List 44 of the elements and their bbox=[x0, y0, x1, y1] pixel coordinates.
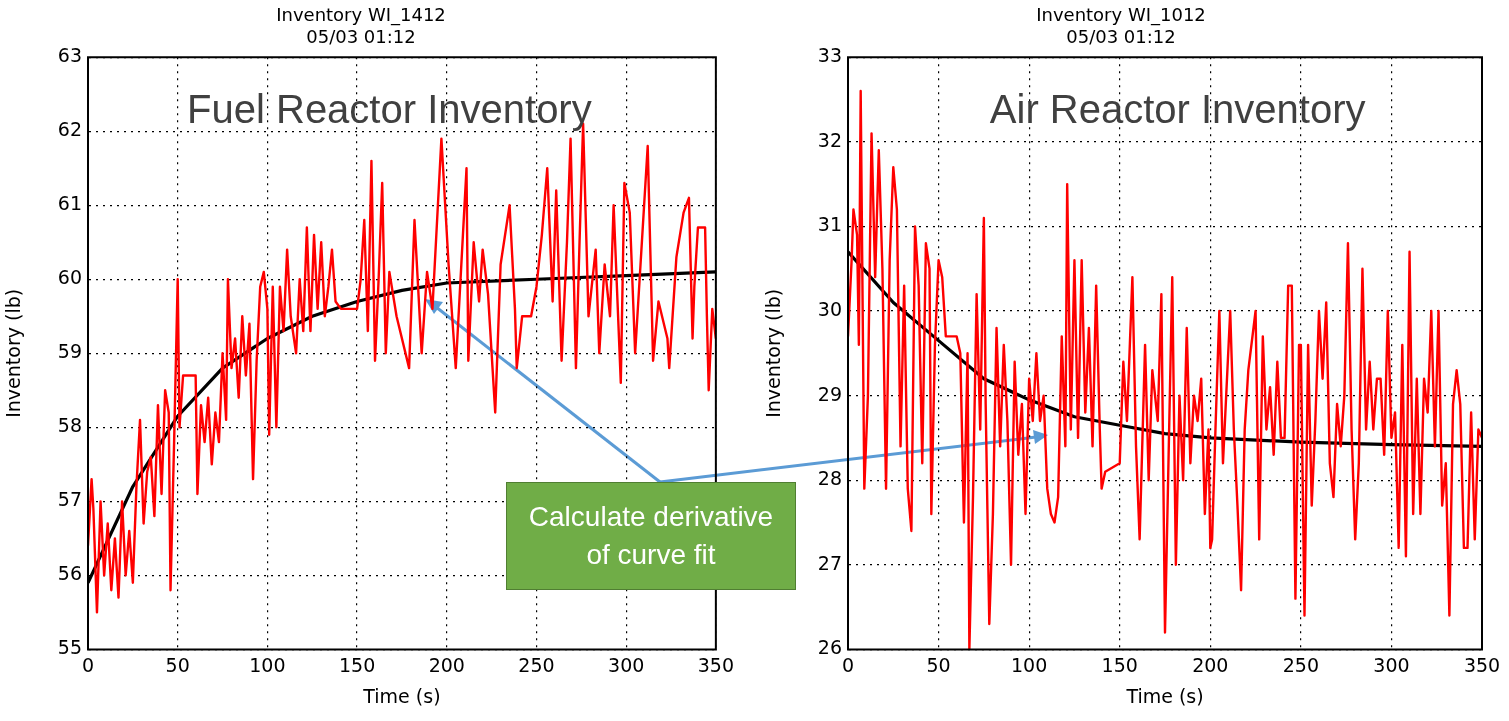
chart-subtitle: 05/03 01:12 bbox=[1066, 26, 1176, 48]
y-tick-label: 28 bbox=[817, 467, 842, 490]
y-axis-title: Inventory (lb) bbox=[2, 288, 25, 418]
y-axis-title: Inventory (lb) bbox=[762, 288, 785, 418]
annotation: Air Reactor Inventory bbox=[989, 87, 1366, 132]
chart-title: Inventory WI_1012 bbox=[1036, 4, 1206, 27]
y-tick-label: 33 bbox=[817, 44, 842, 67]
x-tick-label: 50 bbox=[926, 653, 951, 676]
y-tick-label: 26 bbox=[817, 636, 842, 659]
y-tick-label: 56 bbox=[57, 562, 82, 585]
y-tick-label: 32 bbox=[817, 128, 842, 151]
chart-title: Inventory WI_1412 bbox=[276, 4, 446, 27]
x-axis-title: Time (s) bbox=[362, 684, 441, 707]
y-tick-label: 62 bbox=[57, 118, 82, 141]
x-tick-label: 300 bbox=[1373, 653, 1410, 676]
y-tick-label: 30 bbox=[817, 297, 842, 320]
x-tick-label: 50 bbox=[165, 653, 190, 676]
x-tick-label: 250 bbox=[518, 653, 555, 676]
y-tick-label: 60 bbox=[57, 266, 82, 289]
y-tick-label: 63 bbox=[57, 44, 82, 67]
y-tick-label: 61 bbox=[57, 192, 82, 215]
x-tick-label: 100 bbox=[249, 653, 286, 676]
annotation: Fuel Reactor Inventory bbox=[187, 87, 592, 132]
x-tick-label: 200 bbox=[1192, 653, 1229, 676]
x-axis-title: Time (s) bbox=[1125, 684, 1204, 707]
x-tick-label: 150 bbox=[1101, 653, 1138, 676]
x-tick-label: 0 bbox=[81, 653, 95, 676]
x-tick-label: 100 bbox=[1011, 653, 1048, 676]
y-tick-label: 59 bbox=[57, 340, 82, 363]
y-tick-label: 27 bbox=[817, 551, 842, 574]
y-tick-label: 55 bbox=[57, 636, 82, 659]
x-tick-label: 350 bbox=[1463, 653, 1501, 676]
x-tick-label: 300 bbox=[608, 653, 645, 676]
y-tick-label: 31 bbox=[817, 213, 842, 236]
y-tick-label: 58 bbox=[57, 414, 82, 437]
y-tick-label: 57 bbox=[57, 488, 82, 511]
x-tick-label: 0 bbox=[841, 653, 855, 676]
x-tick-label: 350 bbox=[697, 653, 734, 676]
x-tick-label: 250 bbox=[1282, 653, 1319, 676]
x-tick-label: 150 bbox=[338, 653, 376, 676]
x-tick-label: 200 bbox=[428, 653, 465, 676]
annotation: Calculate derivative of curve fit bbox=[506, 482, 796, 590]
chart-subtitle: 05/03 01:12 bbox=[306, 26, 416, 48]
y-tick-label: 29 bbox=[817, 382, 842, 405]
